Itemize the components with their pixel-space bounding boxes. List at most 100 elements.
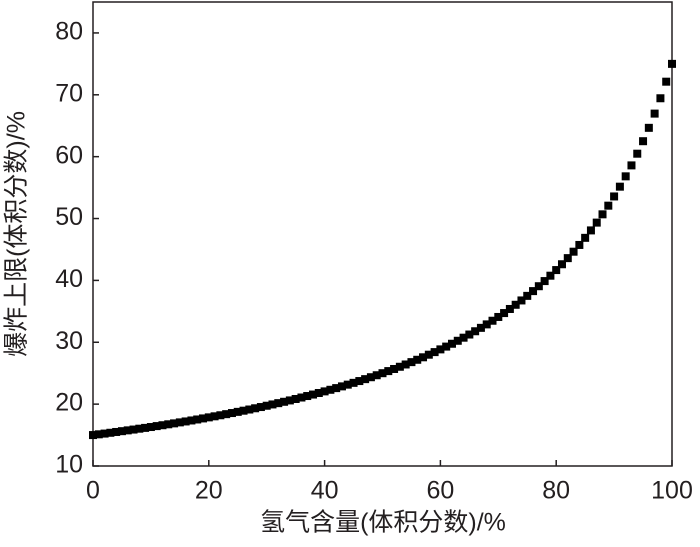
marker [419, 353, 428, 362]
marker [517, 296, 526, 305]
marker [413, 355, 422, 364]
marker [586, 226, 595, 235]
x-tick-label: 20 [195, 477, 223, 505]
marker [326, 385, 335, 394]
y-tick-label: 70 [55, 79, 83, 107]
marker [245, 405, 254, 414]
marker [390, 364, 399, 373]
marker [650, 109, 659, 118]
marker [355, 377, 364, 386]
marker [123, 426, 132, 435]
marker [233, 407, 242, 416]
marker [598, 210, 607, 219]
plot-frame [92, 1, 673, 467]
marker [459, 333, 468, 342]
x-tick-label: 0 [86, 477, 100, 505]
marker [552, 266, 561, 275]
marker [523, 291, 532, 300]
marker [129, 425, 138, 434]
marker [297, 393, 306, 402]
marker [227, 409, 236, 418]
marker [401, 360, 410, 369]
x-tick-label: 80 [542, 477, 570, 505]
marker [476, 323, 485, 332]
marker [135, 424, 144, 433]
marker [366, 373, 375, 382]
y-tick-label: 50 [55, 203, 83, 231]
marker [633, 149, 642, 158]
marker [424, 350, 433, 359]
marker [546, 271, 555, 280]
marker [656, 94, 665, 103]
marker [349, 378, 358, 387]
marker [274, 399, 283, 408]
marker [175, 418, 184, 427]
marker [447, 339, 456, 348]
marker [581, 233, 590, 242]
marker [152, 422, 161, 431]
y-tick-label: 40 [55, 265, 83, 293]
marker [222, 410, 231, 419]
marker [89, 431, 97, 440]
marker [343, 380, 352, 389]
x-tick-label: 60 [426, 477, 454, 505]
marker [181, 417, 190, 426]
marker [320, 387, 329, 396]
marker [256, 403, 265, 412]
marker [384, 367, 393, 376]
marker [500, 309, 509, 318]
marker [280, 397, 289, 406]
marker [563, 254, 572, 263]
y-tick-label: 10 [55, 451, 83, 479]
marker [285, 396, 294, 405]
marker [592, 218, 601, 227]
marker [141, 423, 150, 432]
marker [100, 429, 109, 438]
marker [314, 388, 323, 397]
marker [529, 287, 538, 296]
marker [193, 415, 202, 424]
marker [668, 59, 676, 68]
marker [268, 400, 277, 409]
marker [482, 320, 491, 329]
marker [106, 428, 115, 437]
marker [505, 304, 514, 313]
marker [199, 414, 208, 423]
marker [337, 382, 346, 391]
marker [662, 77, 671, 86]
marker [511, 300, 520, 309]
marker [395, 362, 404, 371]
marker [534, 282, 543, 291]
marker [627, 161, 636, 170]
marker [187, 416, 196, 425]
marker [378, 369, 387, 378]
y-tick-label: 20 [55, 389, 83, 417]
x-axis-title: 氢气含量(体积分数)/% [260, 509, 506, 537]
marker [210, 412, 219, 421]
marker [604, 201, 613, 210]
marker [262, 401, 271, 410]
marker [621, 172, 630, 181]
marker [251, 404, 260, 413]
marker [644, 123, 653, 132]
marker [639, 137, 648, 146]
y-tick-label: 80 [55, 18, 83, 46]
marker [303, 392, 312, 401]
marker [332, 384, 341, 393]
marker [309, 390, 318, 399]
marker [569, 247, 578, 256]
x-tick-label: 40 [311, 477, 339, 505]
marker [94, 430, 103, 439]
marker [372, 371, 381, 380]
marker [407, 358, 416, 367]
y-tick-label: 60 [55, 141, 83, 169]
marker [488, 316, 497, 325]
marker [615, 182, 624, 191]
y-axis-title: 爆炸上限(体积分数)/% [3, 111, 31, 357]
marker [117, 427, 126, 436]
marker [610, 192, 619, 201]
marker [170, 419, 179, 428]
marker [291, 394, 300, 403]
marker [442, 342, 451, 351]
